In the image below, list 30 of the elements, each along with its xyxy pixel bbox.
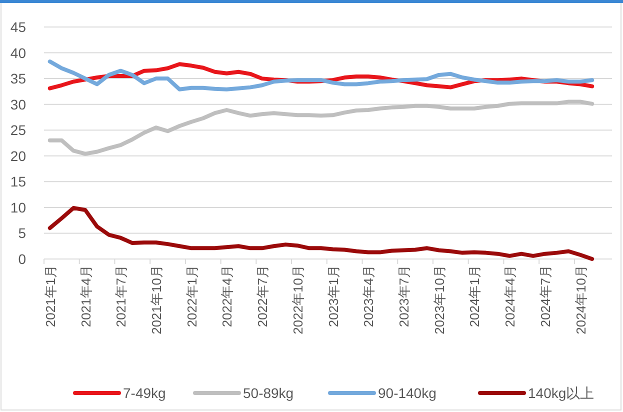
y-tick-label: 10	[10, 199, 26, 216]
x-tick-label: 2022年4月	[220, 265, 235, 328]
y-tick-label: 45	[10, 19, 26, 35]
y-tick-label: 35	[10, 70, 26, 87]
x-tick-label: 2022年10月	[290, 265, 306, 334]
x-tick-label: 2021年7月	[114, 265, 129, 328]
x-tick-label: 2024年1月	[467, 265, 482, 328]
y-tick-label: 5	[18, 225, 26, 242]
x-tick-label: 2024年7月	[538, 265, 553, 328]
x-tick-label: 2023年10月	[432, 265, 447, 334]
y-tick-label: 20	[10, 148, 26, 164]
x-tick-label: 2023年1月	[326, 265, 341, 328]
y-tick-label: 0	[18, 251, 26, 267]
y-tick-label: 25	[10, 122, 26, 138]
x-tick-label: 2023年7月	[396, 265, 412, 328]
legend-label: 50-89kg	[243, 385, 294, 401]
x-tick-label: 2024年4月	[502, 265, 518, 328]
x-tick-label: 2024年10月	[573, 265, 588, 334]
x-tick-label: 2021年1月	[42, 265, 58, 328]
legend-label: 7-49kg	[123, 385, 166, 401]
y-tick-label: 30	[10, 96, 26, 112]
x-tick-label: 2021年4月	[78, 265, 94, 328]
legend-label: 90-140kg	[378, 385, 436, 401]
y-tick-label: 15	[10, 174, 26, 190]
legend-label: 140kg以上	[528, 385, 594, 401]
x-tick-label: 2022年1月	[184, 265, 200, 328]
x-tick-label: 2022年7月	[255, 265, 270, 328]
y-tick-label: 40	[10, 44, 26, 61]
x-tick-label: 2023年4月	[361, 265, 376, 328]
x-tick-label: 2021年10月	[148, 265, 164, 334]
